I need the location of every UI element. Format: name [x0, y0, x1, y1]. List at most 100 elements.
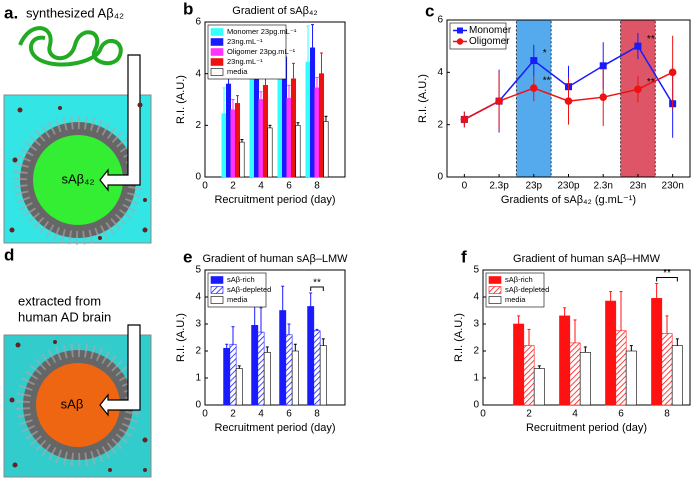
legend-marker: [457, 27, 463, 34]
x-axis-label: Recruitment period (day): [214, 422, 335, 434]
bar: [285, 334, 293, 406]
significance-bracket: [310, 286, 324, 291]
x-tick-label: 2: [230, 181, 236, 192]
y-tick-label: 4: [195, 68, 201, 79]
legend-swatch: [210, 286, 224, 294]
y-tick-label: 0: [195, 172, 201, 183]
core: [36, 363, 120, 447]
x-tick-label: 230p: [557, 181, 580, 192]
legend-label: sAβ-depleted: [227, 285, 271, 294]
bar: [249, 75, 255, 178]
legend-swatch: [210, 296, 224, 304]
bar: [234, 103, 241, 178]
legend-swatch: [210, 276, 224, 284]
bar: [651, 298, 663, 406]
marker: [634, 85, 642, 94]
panel-label: c: [425, 1, 434, 20]
legend-swatch: [210, 48, 224, 56]
marker: [495, 97, 503, 105]
y-tick-label: 0: [195, 400, 201, 411]
bar: [262, 84, 269, 178]
marker: [564, 97, 573, 105]
bar: [253, 77, 260, 178]
bar: [225, 83, 232, 178]
core-label: sAβ: [61, 396, 84, 411]
panel-label: b: [183, 0, 193, 18]
legend-label: sAβ-depleted: [505, 285, 549, 294]
marker: [530, 57, 538, 65]
y-axis-label: R.I. (A.U.): [175, 313, 187, 362]
bar: [309, 47, 316, 178]
bar: [267, 127, 273, 178]
legend-swatch: [488, 286, 502, 294]
x-tick-label: 8: [314, 181, 320, 192]
bar: [319, 345, 327, 406]
x-tick-label: 8: [314, 409, 320, 420]
chart-title: Gradient of human sAβ–LMW: [202, 253, 348, 265]
legend-label: sAβ-rich: [227, 275, 255, 284]
annotation: **: [647, 77, 655, 88]
x-tick-label: 2.3n: [593, 181, 612, 192]
caption: human AD brain: [18, 309, 111, 324]
bar: [235, 368, 243, 406]
legend-label: Monomer 23pg.mL⁻¹: [227, 27, 297, 36]
x-tick-label: 230n: [662, 181, 684, 192]
bar: [263, 352, 271, 406]
legend-swatch: [210, 58, 224, 66]
x-tick-label: 2: [526, 409, 532, 420]
bar: [313, 330, 321, 406]
x-tick-label: 23n: [630, 181, 647, 192]
chart-title: Gradient of sAβ₄₂: [232, 5, 317, 17]
y-axis-label: R.I. (A.U.): [453, 313, 465, 362]
legend-label: media: [227, 67, 248, 76]
legend-label: media: [227, 295, 248, 304]
y-tick-label: 0: [473, 400, 479, 411]
bar: [314, 87, 320, 178]
x-tick-label: 6: [286, 181, 292, 192]
legend-swatch: [488, 296, 502, 304]
x-tick-label: 4: [258, 409, 264, 420]
legend-label: 23ng.mL⁻¹: [227, 57, 263, 66]
x-tick-label: 0: [202, 181, 208, 192]
y-tick-label: 2: [195, 346, 201, 357]
x-tick-label: 2: [230, 409, 236, 420]
legend-marker: [456, 38, 464, 45]
bar: [305, 61, 311, 178]
legend-box: [449, 22, 507, 50]
annotation: **: [543, 76, 551, 87]
bar: [523, 345, 535, 406]
peptide: [18, 26, 123, 67]
arrow: [99, 54, 141, 192]
x-tick-label: 4: [258, 181, 264, 192]
bar: [279, 310, 287, 406]
caption: synthesized Aβ₄₂: [26, 5, 124, 20]
bar: [307, 306, 315, 406]
y-tick-label: 1: [195, 373, 201, 384]
legend-label: Oligomer: [469, 36, 510, 47]
x-axis-label: Recruitment period (day): [214, 194, 335, 206]
significance-bracket: [656, 277, 678, 282]
y-tick-label: 4: [195, 292, 201, 303]
y-tick-label: 2: [437, 119, 443, 130]
y-tick-label: 3: [195, 319, 201, 330]
bar: [533, 368, 545, 406]
bar: [318, 73, 325, 178]
diagram-d: d extracted from human AD brain sAβ: [3, 245, 152, 478]
y-axis-label: R.I. (A.U.): [175, 75, 187, 124]
bar: [605, 300, 617, 406]
legend-label: media: [505, 295, 526, 304]
bar: [559, 315, 571, 406]
y-tick-label: 3: [473, 319, 479, 330]
bar: [291, 350, 299, 406]
plot-frame: [204, 21, 346, 178]
marker: [460, 115, 469, 124]
legend-label: 23ng.mL⁻¹: [227, 37, 263, 46]
bar: [221, 113, 227, 178]
y-tick-label: 6: [437, 15, 443, 26]
bar: [295, 125, 301, 178]
y-tick-label: 2: [473, 346, 479, 357]
panel-label: e: [183, 247, 192, 266]
y-tick-label: 4: [473, 292, 479, 303]
marker: [529, 84, 538, 92]
